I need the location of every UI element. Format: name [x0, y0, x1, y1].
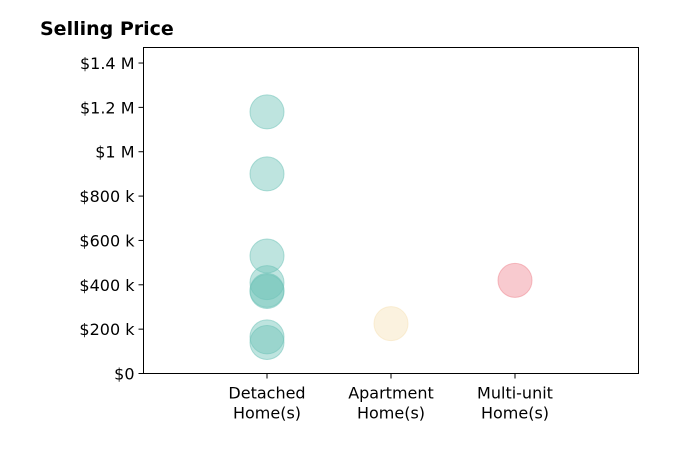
- data-point: [497, 262, 533, 298]
- y-tick-label: $1.4 M: [80, 54, 135, 73]
- x-tick-label: Multi-unit Home(s): [477, 384, 553, 423]
- x-axis: Detached Home(s) Apartment Home(s) Multi-uni…: [228, 373, 553, 423]
- data-point: [249, 273, 285, 309]
- y-tick-label: $0: [114, 365, 134, 384]
- y-tick-label: $1 M: [95, 143, 134, 162]
- data-point: [249, 265, 285, 301]
- data-point: [249, 156, 285, 192]
- y-tick-label: $600 k: [79, 231, 135, 250]
- y-tick-label: $800 k: [79, 187, 135, 206]
- data-point: [249, 94, 285, 130]
- data-points: [249, 94, 533, 360]
- chart-title: Selling Price: [40, 18, 174, 40]
- y-tick-label: $400 k: [79, 276, 135, 295]
- x-tick-label: Detached Home(s): [228, 384, 305, 423]
- y-tick-label: $200 k: [79, 320, 135, 339]
- x-tick-label: Apartment Home(s): [348, 384, 434, 423]
- data-point: [373, 306, 409, 342]
- y-tick-label: $1.2 M: [80, 98, 135, 117]
- data-point: [249, 324, 285, 360]
- data-point: [249, 319, 285, 355]
- y-axis: $0 $200 k $400 k $600 k $800 k $1 M $1.2 M $1.4…: [79, 54, 144, 384]
